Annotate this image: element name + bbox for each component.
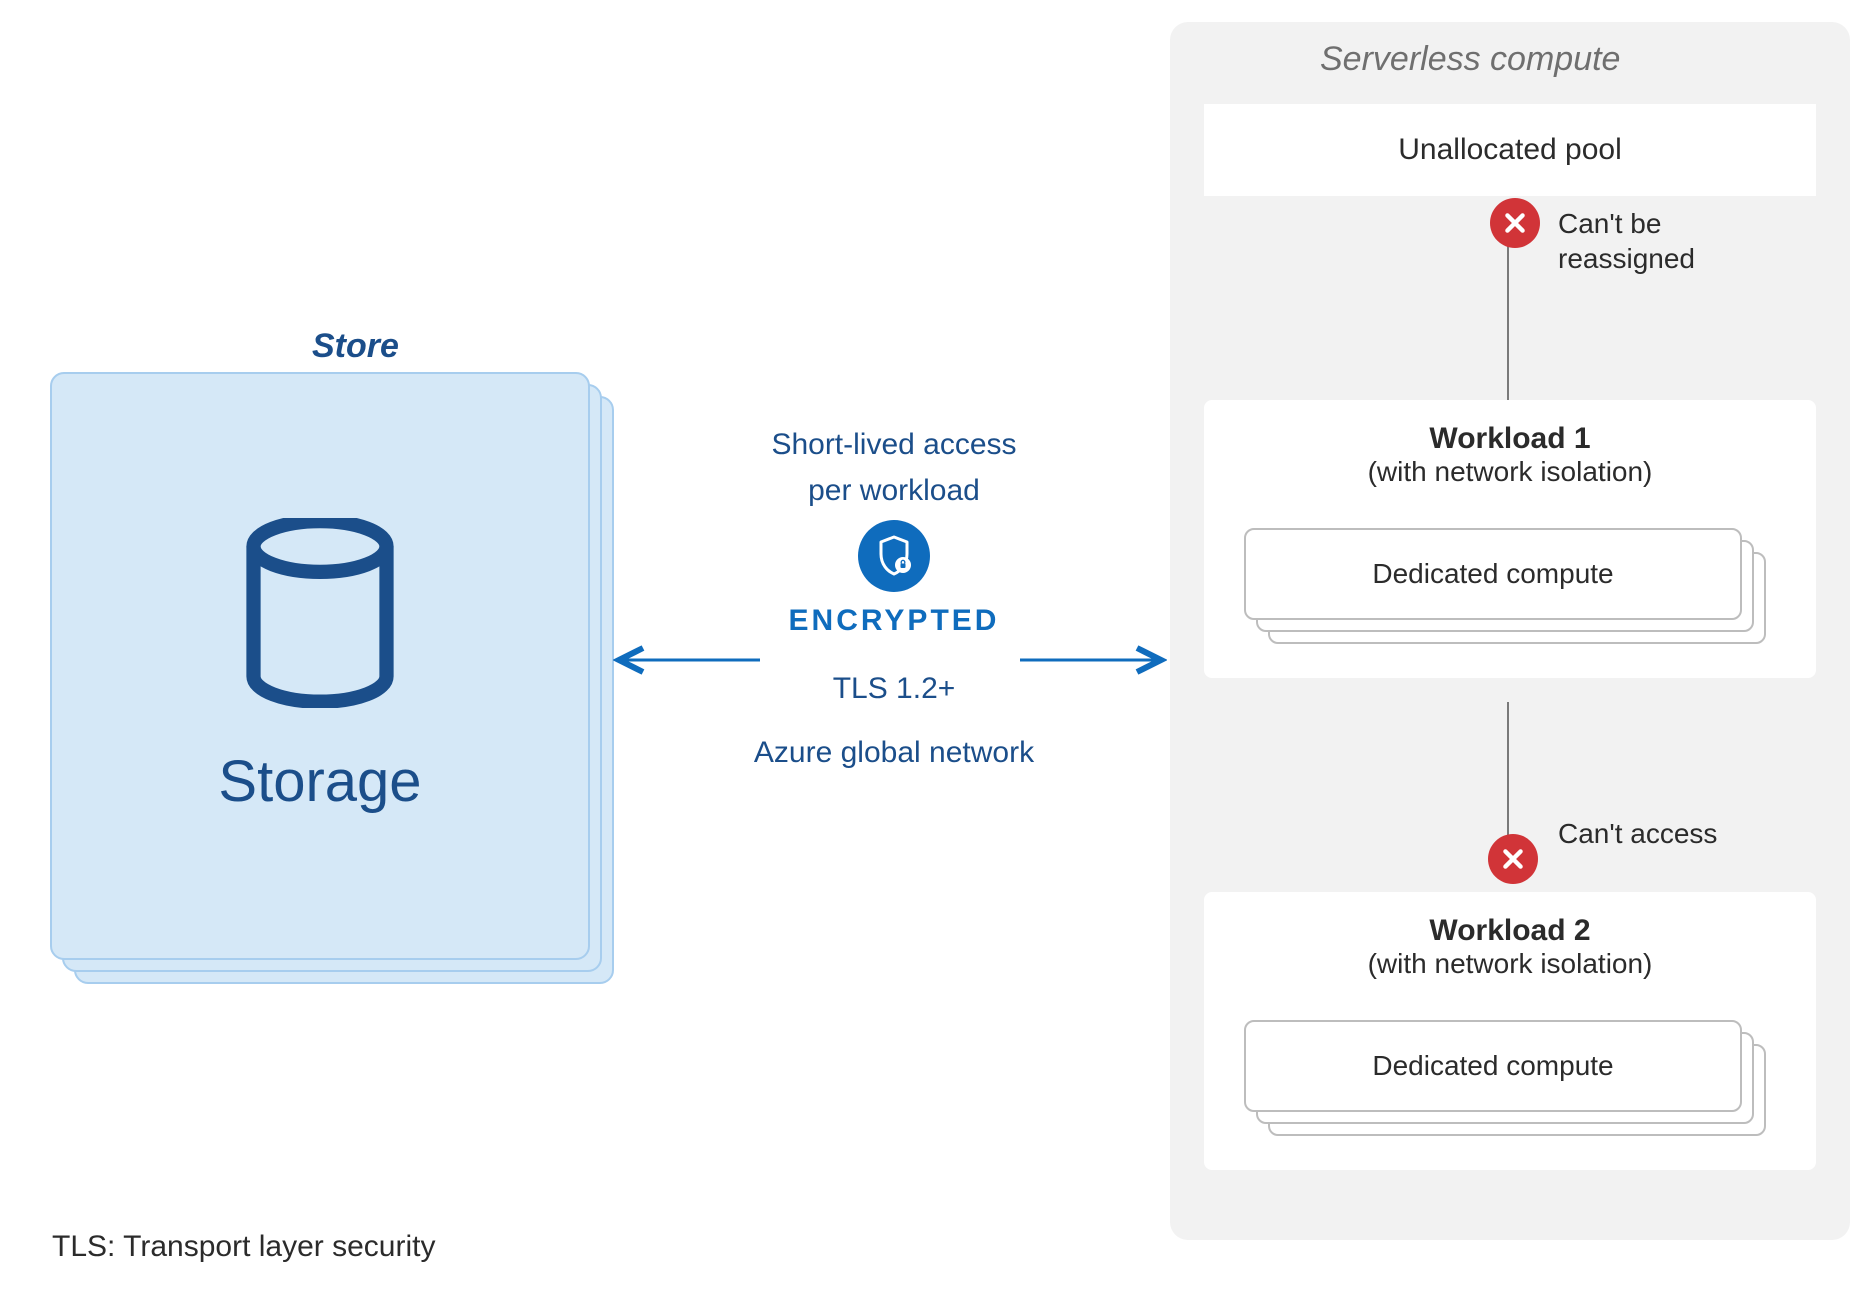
workload-2-title: Workload 2: [1429, 914, 1590, 948]
deny-reassign-line2: reassigned: [1558, 243, 1695, 274]
storage-content: Storage: [52, 374, 588, 958]
tls-version-label: TLS 1.2+: [833, 672, 956, 706]
unallocated-pool-box: Unallocated pool: [1204, 104, 1816, 196]
storage-card-stack: Storage: [50, 372, 614, 984]
workload-1-dedicated-stack: Dedicated compute: [1244, 528, 1766, 644]
workload-1-title: Workload 1: [1429, 422, 1590, 456]
deny-reassign-label: Can't be reassigned: [1558, 206, 1695, 276]
encrypted-label: ENCRYPTED: [789, 604, 1000, 638]
storage-cylinder-icon: [240, 518, 400, 708]
shield-lock-icon: [858, 520, 930, 592]
deny-reassign-line1: Can't be: [1558, 208, 1661, 239]
short-lived-line2: per workload: [808, 474, 980, 508]
workload-1-subtitle: (with network isolation): [1368, 456, 1653, 488]
azure-network-label: Azure global network: [754, 736, 1034, 770]
deny-access-label: Can't access: [1558, 816, 1717, 851]
storage-title: Storage: [218, 748, 421, 815]
deny-access-icon: [1488, 834, 1538, 884]
store-section-label: Store: [312, 327, 399, 366]
unallocated-pool-label: Unallocated pool: [1398, 133, 1622, 167]
workload-2-dedicated-label: Dedicated compute: [1372, 1050, 1613, 1082]
architecture-diagram: Store Storage Sh: [0, 0, 1875, 1310]
dedicated-stack-front: Dedicated compute: [1244, 528, 1742, 620]
workload-2-dedicated-stack: Dedicated compute: [1244, 1020, 1766, 1136]
deny-reassign-icon: [1490, 198, 1540, 248]
workload-2-subtitle: (with network isolation): [1368, 948, 1653, 980]
short-lived-line1: Short-lived access: [771, 428, 1016, 462]
tls-footnote: TLS: Transport layer security: [52, 1230, 435, 1264]
serverless-compute-title: Serverless compute: [1320, 40, 1620, 79]
dedicated-stack-front: Dedicated compute: [1244, 1020, 1742, 1112]
encrypted-connection-column: Short-lived access per workload ENCRYPTE…: [614, 428, 1174, 770]
workload-1-dedicated-label: Dedicated compute: [1372, 558, 1613, 590]
storage-stack-front: Storage: [50, 372, 590, 960]
